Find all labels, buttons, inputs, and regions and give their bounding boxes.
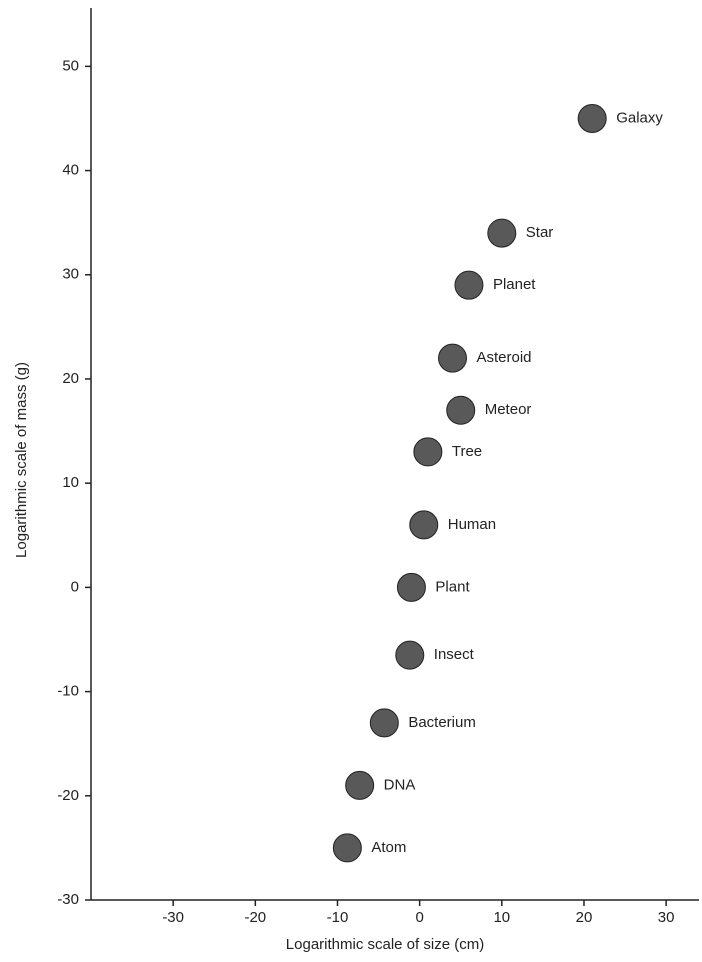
x-tick-label: 30	[658, 909, 675, 926]
object-label: Plant	[435, 578, 470, 595]
x-axis-title: Logarithmic scale of size (cm)	[286, 936, 484, 953]
object-icon	[410, 511, 438, 539]
object-label: Meteor	[485, 401, 532, 418]
object-icon	[414, 438, 442, 466]
y-axis-title: Logarithmic scale of mass (g)	[13, 362, 30, 558]
object-icon	[346, 771, 374, 799]
chart: Logarithmic scale of size (cm) Logarithm…	[0, 0, 702, 962]
x-tick-label: -10	[327, 909, 349, 926]
object-label: Tree	[452, 443, 482, 460]
y-tick-label: -30	[57, 891, 79, 908]
y-tick-label: -10	[57, 683, 79, 700]
object-icon	[370, 709, 398, 737]
object-label: Galaxy	[616, 109, 663, 126]
object-label: Bacterium	[408, 714, 476, 731]
object-icon	[578, 104, 606, 132]
y-tick-label: 10	[62, 474, 79, 491]
y-tick-label: 50	[62, 57, 79, 74]
object-label: Insect	[434, 646, 475, 663]
object-icon	[488, 219, 516, 247]
object-label: DNA	[384, 776, 416, 793]
object-label: Planet	[493, 276, 536, 293]
y-tick-label: 20	[62, 370, 79, 387]
y-tick-label: 30	[62, 266, 79, 283]
object-label: Star	[526, 224, 554, 241]
object-label: Atom	[371, 839, 406, 856]
y-tick-label: -20	[57, 787, 79, 804]
object-label: Asteroid	[477, 349, 532, 366]
object-icon	[439, 344, 467, 372]
object-icon	[447, 396, 475, 424]
x-tick-label: -30	[162, 909, 184, 926]
x-tick-label: 20	[576, 909, 593, 926]
x-tick-label: -20	[244, 909, 266, 926]
page: {"chart_data": {"type": "scatter", "x_la…	[0, 0, 702, 962]
object-icon	[397, 573, 425, 601]
y-tick-label: 0	[71, 578, 79, 595]
y-tick-label: 40	[62, 162, 79, 179]
object-icon	[333, 834, 361, 862]
x-tick-label: 0	[415, 909, 423, 926]
x-tick-label: 10	[493, 909, 510, 926]
object-label: Human	[448, 516, 496, 533]
object-icon	[455, 271, 483, 299]
object-icon	[396, 641, 424, 669]
